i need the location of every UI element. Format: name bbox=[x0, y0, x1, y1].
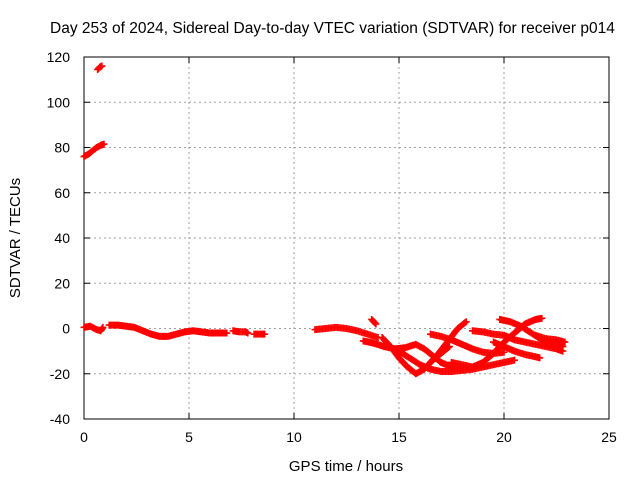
series-arc-early-high bbox=[80, 140, 108, 161]
series-arc-5 bbox=[311, 323, 382, 342]
y-tick-label: -20 bbox=[50, 366, 70, 382]
data-point bbox=[261, 330, 269, 338]
data-point bbox=[244, 329, 252, 337]
y-tick-label: 100 bbox=[47, 94, 71, 110]
data-point bbox=[461, 319, 469, 327]
x-tick-label: 20 bbox=[496, 429, 512, 445]
y-tick-label: 20 bbox=[54, 275, 70, 291]
series-arc-15 bbox=[490, 338, 544, 362]
x-tick-label: 10 bbox=[286, 429, 302, 445]
x-tick-label: 0 bbox=[80, 429, 88, 445]
x-tick-label: 15 bbox=[391, 429, 407, 445]
grid bbox=[84, 57, 609, 419]
x-tick-label: 5 bbox=[185, 429, 193, 445]
series-arc-13 bbox=[469, 327, 567, 355]
data-point bbox=[372, 320, 380, 328]
data-point bbox=[223, 329, 231, 337]
data-point bbox=[462, 318, 470, 326]
y-axis-label: SDTVAR / TECUs bbox=[7, 178, 24, 298]
chart-title: Day 253 of 2024, Sidereal Day-to-day VTE… bbox=[50, 20, 615, 37]
data-point bbox=[100, 140, 108, 148]
axis-ticks: 0 5 10 15 20 25 -40 -20 0 20 40 60 80 100 120 bbox=[47, 49, 617, 445]
data-point bbox=[561, 338, 569, 346]
series-arc-2 bbox=[105, 321, 231, 340]
y-tick-label: 80 bbox=[54, 140, 70, 156]
y-tick-label: 0 bbox=[62, 321, 70, 337]
series-arc-outlier-high bbox=[94, 62, 106, 73]
series-arc-1 bbox=[80, 322, 107, 335]
series-arc-11 bbox=[427, 330, 508, 357]
data-points bbox=[80, 62, 569, 378]
y-tick-label: -40 bbox=[50, 411, 70, 427]
y-tick-label: 60 bbox=[54, 185, 70, 201]
series-arc-6 bbox=[368, 315, 380, 328]
series-arc-3 bbox=[229, 327, 252, 337]
data-point bbox=[511, 356, 518, 364]
data-point bbox=[99, 323, 107, 331]
x-axis-label: GPS time / hours bbox=[289, 458, 403, 475]
data-point bbox=[98, 62, 106, 70]
data-point bbox=[538, 314, 546, 322]
series-arc-16 bbox=[532, 331, 569, 346]
x-tick-label: 25 bbox=[601, 429, 617, 445]
y-tick-label: 120 bbox=[47, 49, 71, 65]
series-arc-4 bbox=[250, 330, 269, 338]
data-point bbox=[371, 319, 379, 327]
y-tick-label: 40 bbox=[54, 230, 70, 246]
data-point bbox=[536, 354, 544, 362]
